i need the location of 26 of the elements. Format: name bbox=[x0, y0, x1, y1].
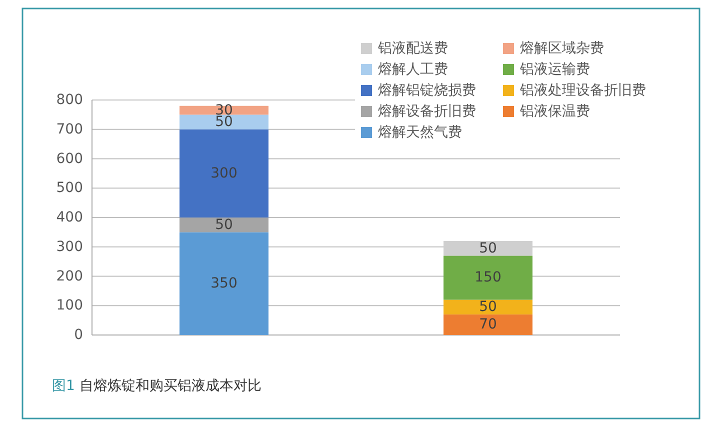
legend-label: 铝液运输费 bbox=[520, 62, 590, 78]
y-tick: 800 bbox=[56, 92, 83, 108]
legend-label: 铝液处理设备折旧费 bbox=[520, 82, 646, 98]
legend-label: 熔解天然气费 bbox=[378, 124, 462, 140]
legend-label: 铝液配送费 bbox=[378, 40, 448, 56]
data-label: 50 bbox=[479, 299, 497, 316]
y-tick: 700 bbox=[56, 121, 83, 138]
data-label: 350 bbox=[210, 276, 238, 292]
data-label: 300 bbox=[210, 165, 238, 182]
legend-label: 熔解设备折旧费 bbox=[378, 104, 476, 120]
y-tick: 200 bbox=[56, 268, 83, 284]
y-tick: 500 bbox=[56, 180, 83, 196]
title: 图1 自熔炼锭和购买铝液成本对比 bbox=[52, 378, 262, 394]
y-tick: 400 bbox=[56, 210, 83, 226]
y-tick: 600 bbox=[56, 150, 83, 167]
data-label: 50 bbox=[215, 216, 233, 233]
data-label: 70 bbox=[479, 316, 497, 333]
data-label: 150 bbox=[474, 270, 502, 286]
data-label: 50 bbox=[479, 240, 497, 256]
legend-label: 铝液保温费 bbox=[520, 104, 590, 120]
legend-label: 熔解铝锭烧损费 bbox=[378, 82, 476, 98]
legend-label: 熔解区域杂费 bbox=[520, 40, 604, 56]
y-tick: 0 bbox=[74, 327, 83, 343]
legend-label: 熔解人工费 bbox=[378, 62, 448, 78]
y-tick: 100 bbox=[56, 298, 83, 314]
y-tick: 300 bbox=[56, 238, 83, 255]
